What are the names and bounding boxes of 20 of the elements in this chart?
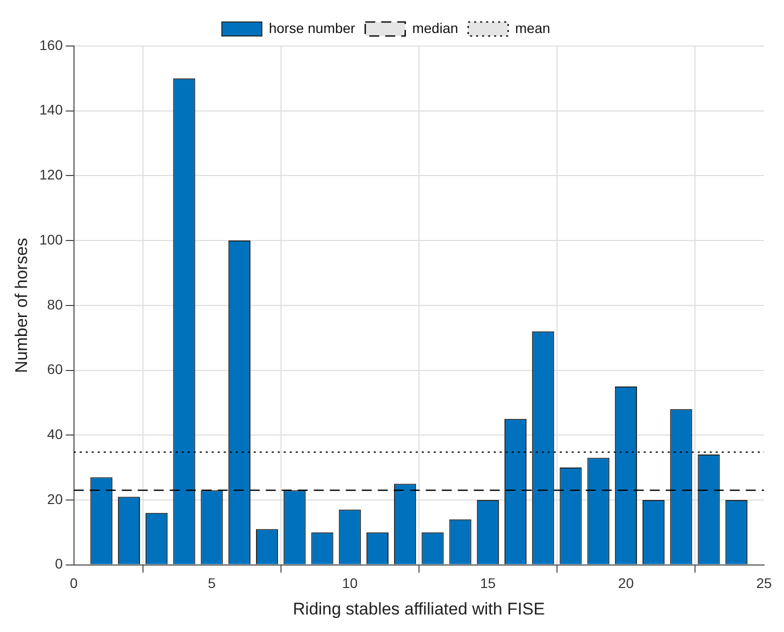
x-tick-label: 25 bbox=[756, 575, 772, 592]
legend-label: mean bbox=[515, 20, 550, 36]
y-tick-label: 100 bbox=[39, 231, 63, 248]
x-tick-label: 5 bbox=[208, 575, 216, 592]
y-tick-label: 60 bbox=[47, 361, 63, 378]
y-tick-label: 20 bbox=[47, 490, 63, 507]
x-axis-title: Riding stables affiliated with FISE bbox=[292, 599, 545, 618]
y-tick-label: 120 bbox=[39, 166, 63, 183]
y-tick-label: 140 bbox=[39, 102, 63, 118]
y-axis-title: Number of horses bbox=[12, 238, 31, 373]
y-tick-label: 80 bbox=[47, 296, 63, 312]
y-tick-label: 40 bbox=[47, 426, 63, 442]
legend-label: horse number bbox=[268, 20, 356, 36]
legend-label: median bbox=[412, 20, 458, 36]
x-tick-label: 20 bbox=[618, 575, 634, 592]
x-tick-label: 10 bbox=[342, 575, 358, 592]
y-tick-label: 0 bbox=[54, 556, 63, 572]
x-tick-label: 0 bbox=[70, 575, 78, 592]
x-tick-label: 15 bbox=[480, 575, 496, 592]
y-tick-label: 160 bbox=[39, 36, 63, 53]
